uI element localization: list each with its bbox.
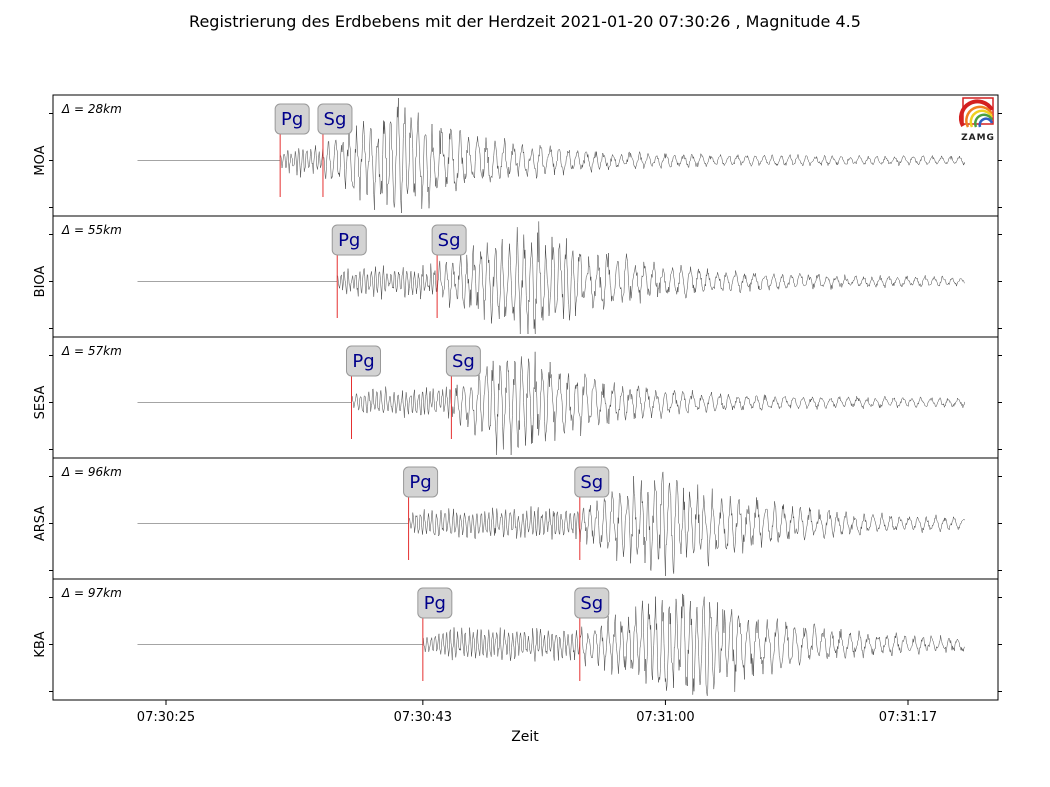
pick-label-box [417,587,453,619]
station-label: ARSA [33,506,48,541]
x-tick-label: 07:31:00 [636,710,694,725]
pick-label-pg: Pg [281,109,303,130]
pick-label-pg: Pg [352,351,374,372]
waveform-trace [137,471,965,577]
x-tick-label: 07:30:25 [137,710,195,725]
pick-label-box [574,466,610,498]
pick-label-sg: Sg [438,230,461,251]
distance-label: Δ = 97km [61,586,122,600]
x-tick-label: 07:31:17 [879,710,937,725]
x-tick-label: 07:30:43 [394,710,452,725]
station-label: BIOA [33,266,48,298]
panel-frame [52,94,999,217]
station-panel-arsa: ARSA Δ = 96km Pg Sg [33,457,1002,580]
station-panel-sesa: SESA Δ = 57km Pg Sg [33,336,1002,459]
pick-label-box [331,224,367,256]
pick-label-pg: Pg [338,230,360,251]
station-panel-kba: KBA Δ = 97km Pg Sg [33,578,1002,701]
logo-text: ZAMG [961,133,995,143]
pick-label-sg: Sg [580,472,603,493]
waveform-trace [137,593,965,696]
logo-arc-blue [978,117,994,128]
distance-label: Δ = 55km [61,223,122,237]
panel-frame [52,457,999,580]
station-label: SESA [33,385,48,419]
pick-label-box [346,345,381,377]
distance-label: Δ = 96km [61,465,122,479]
distance-label: Δ = 28km [61,102,122,116]
pick-label-sg: Sg [580,593,603,614]
pick-label-box [445,345,481,377]
waveform-trace [137,97,966,214]
station-label: MOA [33,145,48,175]
pick-label-sg: Sg [324,109,347,130]
x-axis: 07:30:25 07:30:43 07:31:00 07:31:17 [137,700,937,725]
x-axis-label: Zeit [511,729,539,745]
panel-frame [52,578,999,701]
logo-arc-orange [965,105,994,128]
pick-label-pg: Pg [409,472,431,493]
logo-arc-yellow [969,109,994,128]
pick-label-box [403,466,439,498]
pick-label-sg: Sg [452,351,475,372]
pick-label-box [274,103,310,135]
chart-title: Registrierung des Erdbebens mit der Herd… [189,12,861,31]
pick-label-box [317,103,353,135]
station-label: KBA [33,631,48,657]
station-panel-moa: MOA Δ = 28km Pg Sg [33,94,1002,217]
seismogram-panels: MOA Δ = 28km Pg Sg BIOA Δ = 55km Pg Sg SESA Δ = 5… [33,94,1002,701]
waveform-trace [137,351,965,456]
logo-arc-green [974,113,994,128]
logo-arc-red [958,99,994,127]
zamg-logo: ZAMG [958,97,995,143]
pick-label-box [431,224,467,256]
pick-label-pg: Pg [424,593,446,614]
waveform-trace [137,221,965,335]
pick-label-box [574,587,610,619]
station-panel-bioa: BIOA Δ = 55km Pg Sg [33,215,1002,338]
distance-label: Δ = 57km [61,344,122,358]
